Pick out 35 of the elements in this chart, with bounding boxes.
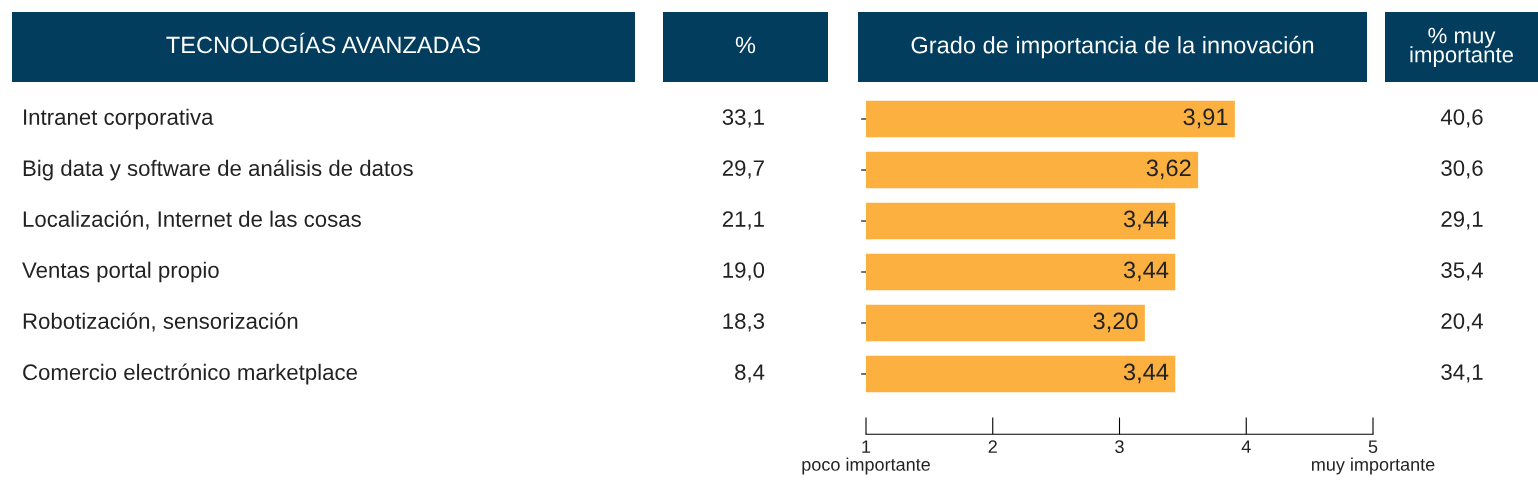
data-label: 34,1 <box>1441 364 1483 383</box>
text: % muy importante <box>1410 27 1514 67</box>
data-label: 30,6 <box>1441 160 1483 179</box>
text: TECNOLOGÍAS AVANZADAS <box>166 32 481 54</box>
x-tick-label: 4 <box>1241 440 1251 453</box>
text: muy importante <box>1311 457 1435 475</box>
data-label: 29,7 <box>722 160 764 179</box>
category-label: Big data y software de análisis de datos <box>23 159 413 181</box>
data-label: 20,4 <box>1441 313 1483 332</box>
data-label: 3,91 <box>1183 108 1228 129</box>
category-label: Ventas portal propio <box>22 261 219 283</box>
x-tick-label: 5 <box>1368 440 1378 454</box>
category-label: Intranet corporativa <box>24 108 214 130</box>
x-tick-label: 3 <box>1115 440 1124 454</box>
data-label: 3,44 <box>1123 261 1169 282</box>
data-label: 3,44 <box>1123 363 1169 384</box>
data-label: 35,4 <box>1441 262 1483 281</box>
x-tick-label: 1 <box>862 440 871 453</box>
category-label: Robotización, sensorización <box>23 312 298 332</box>
data-label: 21,1 <box>722 211 764 230</box>
category-label: Localización, Internet de las cosas <box>23 210 361 230</box>
text: % <box>735 36 756 54</box>
data-label: 8,4 <box>735 364 765 383</box>
data-label: 19,0 <box>723 262 765 281</box>
data-label: 18,3 <box>723 313 765 332</box>
data-label: 3,44 <box>1123 210 1169 231</box>
data-label: 3,20 <box>1093 312 1138 333</box>
chart-title: Grado de importancia de la innovación <box>911 35 1314 59</box>
data-label: 40,6 <box>1440 109 1483 128</box>
text: poco importante <box>802 457 930 475</box>
data-label: 29,1 <box>1441 211 1483 230</box>
data-label: 3,62 <box>1146 159 1191 180</box>
data-label: 33,1 <box>722 109 764 128</box>
category-label: Comercio electrónico marketplace <box>23 363 357 385</box>
x-tick-label: 2 <box>988 440 997 453</box>
